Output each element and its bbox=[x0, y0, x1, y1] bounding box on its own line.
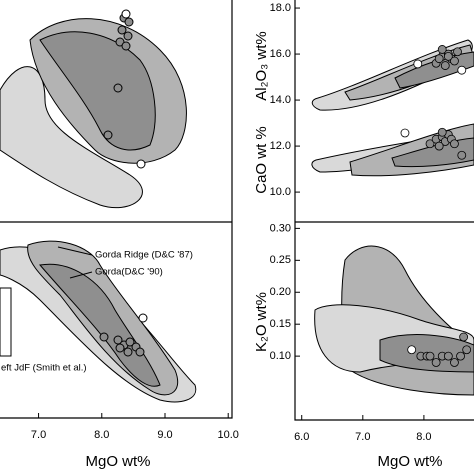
point bbox=[437, 127, 447, 137]
point bbox=[440, 61, 450, 70]
point bbox=[450, 56, 459, 66]
point bbox=[459, 332, 469, 342]
y-tick-label: 0.30 bbox=[270, 222, 291, 234]
annotation: Gorda(D&C '90) bbox=[95, 267, 163, 278]
annotation: Gorda Ridge (D&C '87) bbox=[95, 250, 193, 261]
point bbox=[453, 47, 462, 57]
bottom-left-fields bbox=[0, 240, 197, 403]
point bbox=[457, 150, 467, 160]
point bbox=[462, 345, 472, 355]
y-axis-label: Al₂O₃ wt% bbox=[253, 31, 270, 100]
y-tick-label: 12.0 bbox=[270, 140, 291, 152]
point bbox=[400, 128, 410, 138]
point bbox=[443, 351, 453, 361]
y-tick-label: 0.25 bbox=[270, 254, 291, 266]
point bbox=[425, 351, 435, 361]
y-tick-label: 14.0 bbox=[270, 94, 291, 106]
x-tick-label: 7.0 bbox=[355, 431, 370, 443]
bottom-right-fields bbox=[314, 245, 474, 396]
y-axis-label: CaO wt % bbox=[253, 126, 270, 194]
point bbox=[457, 65, 467, 75]
y-tick-label: 0.20 bbox=[270, 286, 291, 298]
y-tick-label: 0.15 bbox=[270, 318, 291, 330]
point bbox=[450, 139, 459, 149]
x-tick-label: 8.0 bbox=[416, 431, 431, 443]
point bbox=[437, 45, 447, 54]
y-tick-label: 16.0 bbox=[270, 48, 291, 60]
point bbox=[431, 358, 441, 367]
x-tick-label: 10.0 bbox=[217, 429, 238, 441]
x-tick-label: 8.0 bbox=[94, 429, 109, 441]
y-tick-label: 18.0 bbox=[270, 2, 291, 14]
x-tick-label: 7.0 bbox=[31, 429, 46, 441]
annotation: eft JdF (Smith et al.) bbox=[1, 363, 87, 374]
x-axis-label: MgO wt% bbox=[377, 453, 442, 470]
y-axis-label: K₂O wt% bbox=[253, 292, 270, 352]
point bbox=[443, 51, 453, 61]
x-tick-label: 9.0 bbox=[157, 429, 172, 441]
panel-frames bbox=[0, 0, 474, 421]
top-right-fields bbox=[311, 39, 474, 177]
point bbox=[434, 141, 444, 151]
x-axis-label: MgO wt% bbox=[85, 453, 150, 470]
y-tick-label: 0.10 bbox=[270, 350, 291, 362]
point bbox=[425, 139, 435, 149]
point bbox=[450, 358, 459, 367]
top-left-fields bbox=[0, 9, 187, 209]
point bbox=[456, 351, 465, 361]
x-tick-label: 6.0 bbox=[294, 431, 309, 443]
point bbox=[413, 59, 423, 69]
point bbox=[434, 54, 444, 64]
point bbox=[407, 345, 417, 355]
y-tick-label: 10.0 bbox=[270, 186, 291, 198]
